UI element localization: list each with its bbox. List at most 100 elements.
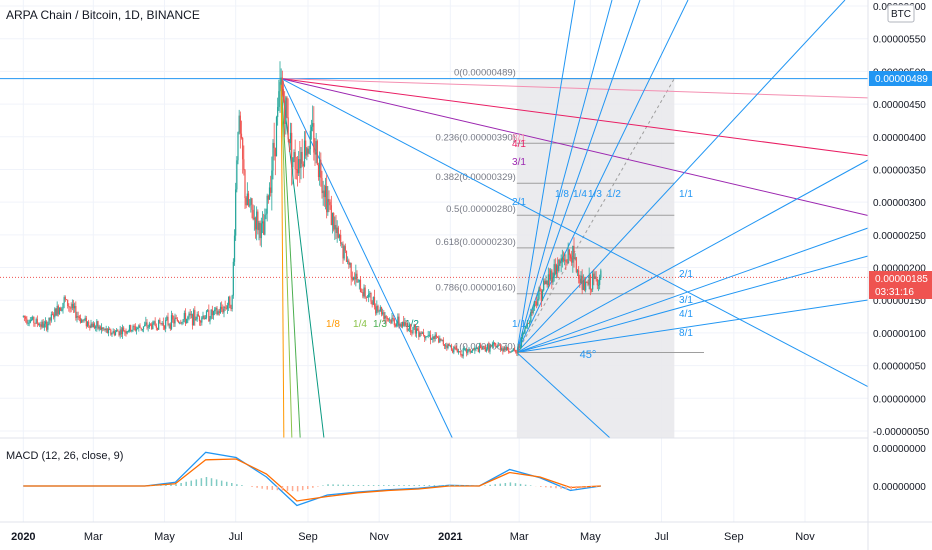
- candle-body: [539, 287, 541, 292]
- candle-body: [309, 130, 311, 150]
- gann-fan-ray[interactable]: [281, 78, 869, 216]
- gann-fan-ray[interactable]: [516, 299, 869, 354]
- candle-body: [559, 259, 561, 264]
- candle-body: [335, 225, 337, 234]
- candle-body: [435, 334, 437, 338]
- macd-axis[interactable]: 0.00000000 0.00000000: [873, 444, 926, 493]
- candle-body: [371, 301, 373, 305]
- candle-body: [540, 291, 542, 301]
- macd-histogram-bar: [347, 484, 350, 486]
- candle-body: [306, 148, 308, 156]
- candle-body: [345, 250, 348, 262]
- gann-fan-ray[interactable]: [280, 78, 285, 439]
- gann-fan-ray[interactable]: [280, 78, 453, 439]
- candle-body: [558, 259, 560, 272]
- macd-histogram-bar: [210, 478, 213, 486]
- gann-fan-ray[interactable]: [516, 227, 869, 354]
- candle-body: [453, 346, 455, 353]
- candle-body: [463, 348, 465, 350]
- candle-body: [449, 345, 451, 347]
- candle-body: [587, 282, 589, 285]
- gann-fan-ray[interactable]: [280, 78, 301, 439]
- candle-body: [488, 344, 490, 352]
- horizontal-line-price-tag[interactable]: [869, 71, 932, 86]
- candle-body: [249, 204, 251, 206]
- gann-fan-ray[interactable]: [516, 0, 576, 353]
- candle-body: [485, 348, 488, 352]
- candle-body: [552, 278, 554, 283]
- candle-body: [238, 115, 240, 133]
- candle-body: [97, 321, 99, 329]
- candle-body: [320, 159, 322, 178]
- candle-body: [383, 312, 385, 319]
- candle-body: [264, 215, 266, 235]
- candle-body: [174, 317, 176, 324]
- candle-body: [145, 322, 147, 325]
- fib-levels[interactable]: 0(0.00000489) 0.236(0.00000390) 0.382(0.00…: [0, 68, 868, 354]
- candle-body: [134, 326, 136, 331]
- candle-body: [67, 299, 69, 307]
- candle-body: [274, 148, 276, 157]
- candle-body: [102, 327, 104, 330]
- candle-body: [523, 332, 525, 334]
- gann-fan-ray[interactable]: [516, 0, 613, 353]
- candle-body: [410, 324, 412, 333]
- candle-body: [131, 330, 133, 332]
- macd-histogram-bar: [555, 486, 557, 489]
- time-axis[interactable]: 2020 Mar May Jul Sep Nov 2021 Mar May Jul Sep Nov: [11, 531, 815, 543]
- price-axis-label: 0.00000000: [873, 394, 926, 405]
- candle-body: [137, 327, 139, 329]
- gann-fan-ray[interactable]: [516, 0, 641, 353]
- currency-badge-label: BTC: [891, 9, 911, 20]
- candle-body: [104, 328, 106, 331]
- candle-body: [396, 323, 398, 327]
- currency-badge[interactable]: [887, 4, 915, 23]
- candle-body: [343, 246, 345, 259]
- macd-histogram-bar: [433, 485, 436, 486]
- candle-body: [481, 348, 483, 350]
- gann-fan-ray[interactable]: [516, 0, 846, 353]
- candle-body: [450, 345, 453, 350]
- candle-body: [376, 305, 378, 314]
- candle-body: [138, 325, 140, 328]
- gann-fan-bottom[interactable]: 8/14/13/12/11/11/21/31/41/845°: [0, 0, 869, 439]
- candle-body: [572, 245, 574, 263]
- gann-fan-ray[interactable]: [516, 352, 611, 439]
- candle-body: [474, 348, 476, 351]
- gann-fan-ray[interactable]: [516, 159, 869, 353]
- macd-histogram-bar: [165, 484, 167, 486]
- candle-body: [291, 132, 293, 168]
- gann-fan-ray[interactable]: [280, 78, 293, 439]
- candle-body: [555, 265, 558, 274]
- candle-body: [65, 299, 68, 301]
- candle-body: [284, 100, 286, 124]
- macd-histogram-bar: [286, 486, 289, 491]
- gann-fan-ray[interactable]: [516, 0, 689, 353]
- candle-body: [25, 317, 27, 319]
- candle-body: [385, 315, 387, 318]
- candle-body: [457, 351, 460, 353]
- candle-body: [244, 170, 246, 198]
- candle-body: [436, 337, 439, 338]
- candle-body: [160, 323, 162, 325]
- gann-fan-ray[interactable]: [281, 78, 869, 157]
- fib-trend-line[interactable]: [516, 78, 675, 353]
- macd-histogram-bar: [160, 485, 162, 486]
- candle-body: [329, 201, 331, 206]
- price-axis-label: 0.00000350: [873, 165, 926, 176]
- macd-histogram-bar: [200, 478, 203, 486]
- candle-body: [48, 317, 50, 324]
- candle-body: [96, 321, 98, 327]
- candle-body: [158, 319, 160, 330]
- last-price-tag[interactable]: [869, 271, 932, 299]
- candle-body: [366, 296, 369, 298]
- macd-histogram-bar: [377, 485, 380, 486]
- candle-body: [32, 316, 34, 320]
- gann-fan-ray[interactable]: [516, 255, 869, 354]
- fib-retracement-box[interactable]: [516, 78, 675, 439]
- gann-fan-ray[interactable]: [281, 78, 869, 99]
- candle-body: [446, 345, 448, 348]
- fib-level-label: 0.618(0.00000230): [436, 237, 516, 248]
